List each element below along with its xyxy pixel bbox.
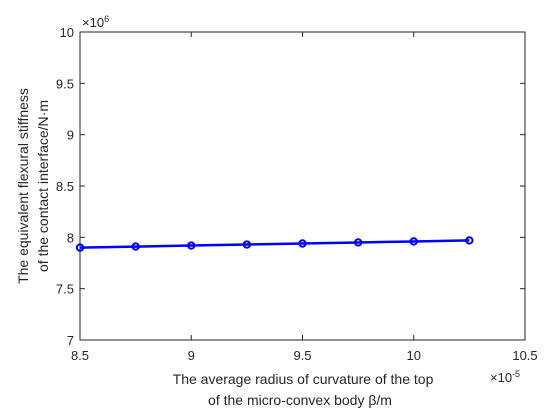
data-point (131, 242, 140, 251)
data-point (409, 237, 418, 246)
y-tick-label: 7 (67, 333, 74, 348)
y-tick-label: 9 (67, 128, 74, 143)
data-point (187, 241, 196, 250)
y-tick-label: 8 (67, 230, 74, 245)
x-axis-label-line-2: of the micro-convex body β/m (208, 392, 392, 408)
y-axis-label-line-1: The equivalent flexural stiffness (15, 88, 31, 284)
x-tick-label: 9.5 (293, 348, 311, 363)
x-tick-label: 10 (407, 348, 421, 363)
x-exponent-label: ×10-5 (490, 369, 520, 385)
y-tick-label: 10 (60, 25, 74, 40)
data-point (298, 239, 307, 248)
x-tick-label: 10.5 (512, 348, 537, 363)
data-point (242, 240, 252, 249)
x-tick-label: 8.5 (71, 348, 89, 363)
x-axis-ticks: 8.5 9 9.5 10 10.5 (71, 32, 538, 363)
y-tick-label: 9.5 (56, 76, 74, 91)
y-tick-label: 8.5 (56, 179, 74, 194)
data-point (465, 236, 474, 245)
y-tick-label: 7.5 (56, 282, 74, 297)
series-layer (75, 236, 474, 252)
data-point (75, 243, 85, 252)
series-line (79, 239, 470, 249)
x-axis-label-line-1: The average radius of curvature of the t… (173, 371, 434, 387)
data-point (353, 238, 363, 247)
y-axis-ticks: 7 7.5 8 8.5 9 9.5 10 (56, 25, 525, 348)
y-axis-label-line-2: of the contact interface/N·m (35, 100, 51, 272)
y-exponent-label: ×106 (82, 14, 109, 30)
plot-area (79, 31, 526, 341)
x-tick-label: 9 (188, 348, 195, 363)
